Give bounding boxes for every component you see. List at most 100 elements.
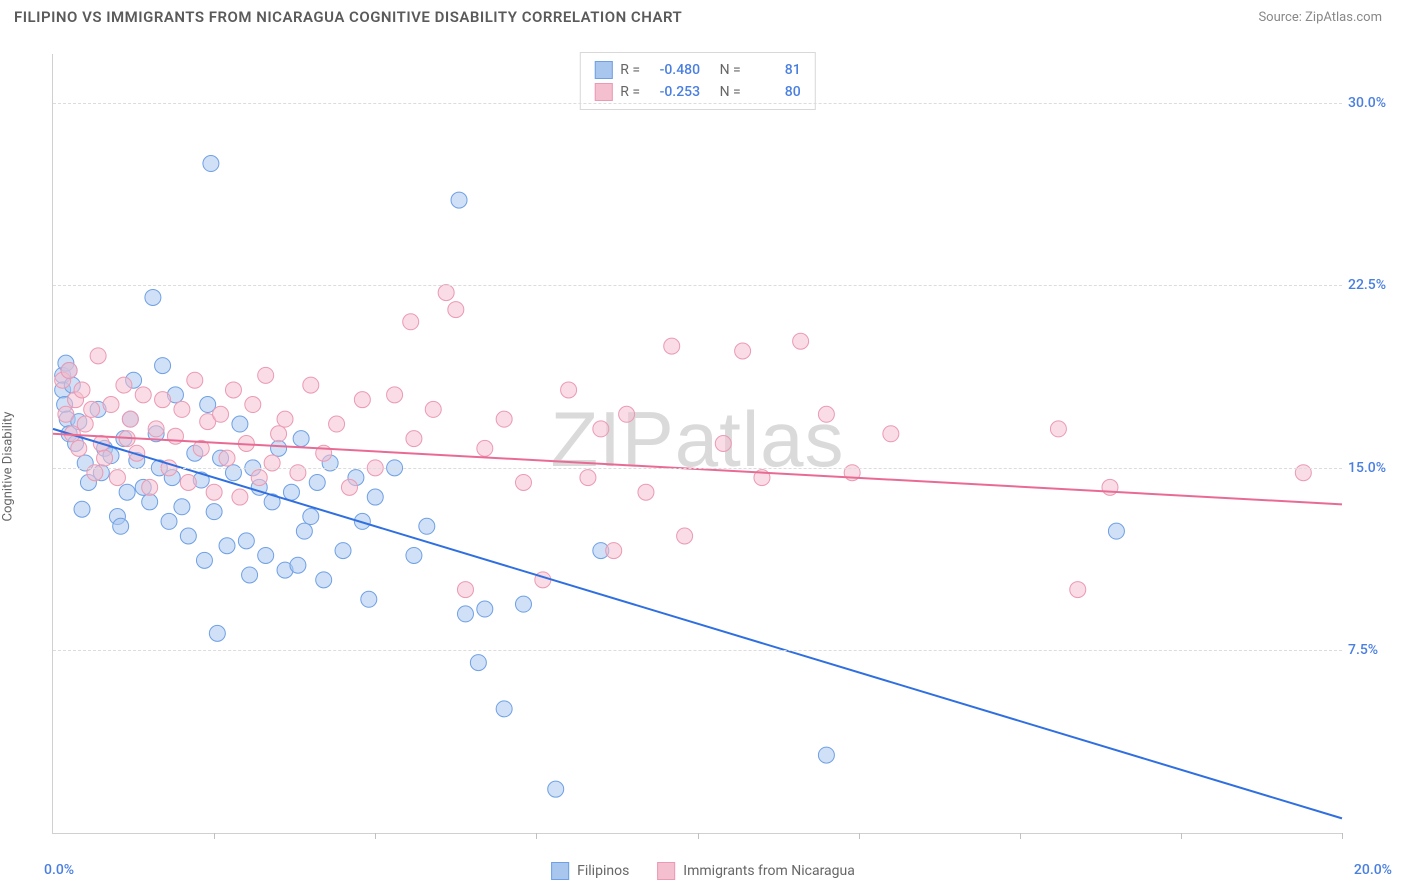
scatter-point: [406, 547, 422, 563]
y-tick-label: 30.0%: [1348, 95, 1398, 111]
scatter-point: [606, 543, 622, 559]
x-tick-mark: [859, 833, 860, 839]
scatter-point: [206, 504, 222, 520]
scatter-point: [242, 567, 258, 583]
x-tick-mark: [1020, 833, 1021, 839]
scatter-point: [155, 392, 171, 408]
scatter-point: [548, 781, 564, 797]
gridline: [53, 650, 1342, 651]
scatter-point: [84, 401, 100, 417]
scatter-point: [196, 552, 212, 568]
y-tick-label: 22.5%: [1348, 277, 1398, 293]
scatter-point: [148, 421, 164, 437]
scatter-point: [580, 470, 596, 486]
scatter-point: [251, 470, 267, 486]
x-tick-mark: [1181, 833, 1182, 839]
scatter-point: [180, 528, 196, 544]
legend-item-nicaragua: Immigrants from Nicaragua: [657, 862, 855, 880]
scatter-point: [109, 470, 125, 486]
scatter-point: [90, 348, 106, 364]
scatter-point: [470, 655, 486, 671]
x-axis-min-label: 0.0%: [44, 862, 74, 878]
x-tick-mark: [214, 833, 215, 839]
scatter-point: [74, 501, 90, 517]
legend-n-value-0: 81: [749, 59, 801, 81]
scatter-point: [883, 426, 899, 442]
legend-r-value-0: -0.480: [648, 59, 700, 81]
y-tick-label: 7.5%: [1348, 642, 1398, 658]
x-tick-mark: [375, 833, 376, 839]
scatter-point: [290, 557, 306, 573]
scatter-point: [619, 406, 635, 422]
legend-swatch-nicaragua: [657, 862, 675, 880]
scatter-point: [664, 338, 680, 354]
scatter-point: [135, 387, 151, 403]
scatter-point: [457, 582, 473, 598]
scatter-point: [58, 406, 74, 422]
scatter-point: [451, 192, 467, 208]
source-name[interactable]: ZipAtlas.com: [1305, 10, 1382, 25]
scatter-point: [142, 494, 158, 510]
scatter-point: [403, 314, 419, 330]
scatter-point: [316, 572, 332, 588]
scatter-point: [477, 440, 493, 456]
x-tick-mark: [1342, 833, 1343, 839]
plot-area: ZIPatlas R = -0.480 N = 81 R = -0.253 N …: [52, 54, 1342, 834]
legend-swatch-filipinos: [551, 862, 569, 880]
scatter-point: [296, 523, 312, 539]
scatter-point: [515, 596, 531, 612]
scatter-point: [103, 397, 119, 413]
scatter-point: [387, 387, 403, 403]
scatter-point: [335, 543, 351, 559]
scatter-point: [303, 377, 319, 393]
gridline: [53, 468, 1342, 469]
gridline: [53, 103, 1342, 104]
scatter-point: [293, 431, 309, 447]
scatter-point: [419, 518, 435, 534]
source-credit: Source: ZipAtlas.com: [1258, 10, 1382, 25]
scatter-point: [1070, 582, 1086, 598]
x-axis-max-label: 20.0%: [1354, 862, 1392, 878]
legend-row-nicaragua: R = -0.253 N = 80: [594, 81, 800, 103]
scatter-point: [361, 591, 377, 607]
gridline: [53, 285, 1342, 286]
legend-label-filipinos: Filipinos: [577, 863, 629, 879]
scatter-point: [122, 411, 138, 427]
scatter-point: [283, 484, 299, 500]
scatter-point: [74, 382, 90, 398]
scatter-point: [329, 416, 345, 432]
chart-title: FILIPINO VS IMMIGRANTS FROM NICARAGUA CO…: [14, 8, 682, 26]
scatter-point: [561, 382, 577, 398]
scatter-point: [818, 406, 834, 422]
scatter-point: [341, 479, 357, 495]
scatter-point: [1108, 523, 1124, 539]
scatter-point: [457, 606, 473, 622]
scatter-point: [174, 401, 190, 417]
scatter-point: [1050, 421, 1066, 437]
legend-n-label: N =: [720, 59, 741, 81]
scatter-point: [77, 416, 93, 432]
trend-line: [53, 429, 1342, 819]
scatter-point: [232, 416, 248, 432]
scatter-point: [225, 382, 241, 398]
scatter-point: [677, 528, 693, 544]
x-tick-mark: [536, 833, 537, 839]
scatter-point: [97, 450, 113, 466]
scatter-point: [354, 392, 370, 408]
scatter-point: [715, 436, 731, 452]
scatter-point: [793, 333, 809, 349]
scatter-point: [116, 377, 132, 393]
legend-label-nicaragua: Immigrants from Nicaragua: [683, 863, 855, 879]
scatter-point: [113, 518, 129, 534]
legend-n-value-1: 80: [749, 81, 801, 103]
scatter-point: [735, 343, 751, 359]
scatter-point: [277, 411, 293, 427]
scatter-point: [477, 601, 493, 617]
scatter-point: [438, 285, 454, 301]
scatter-point: [161, 513, 177, 529]
scatter-point: [425, 401, 441, 417]
scatter-point: [219, 450, 235, 466]
chart-svg: [53, 54, 1342, 833]
scatter-point: [496, 411, 512, 427]
scatter-point: [496, 701, 512, 717]
